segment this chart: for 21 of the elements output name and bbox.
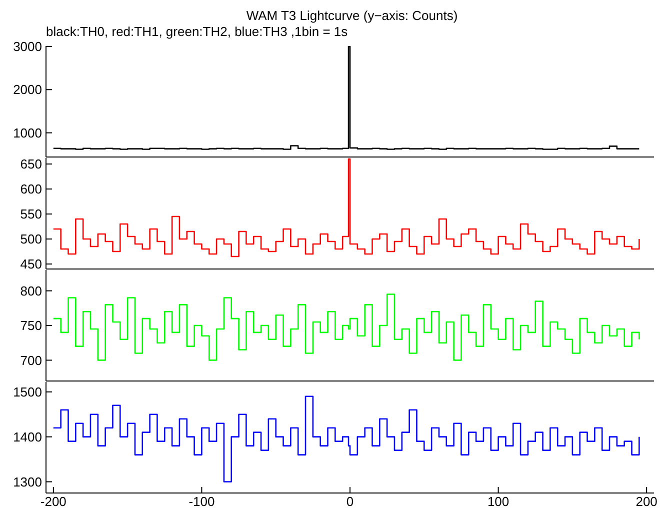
y-tick-label: 550: [20, 206, 42, 222]
y-tick-label: 1000: [13, 125, 42, 140]
y-tick-label: 600: [20, 182, 42, 197]
y-tick-label: 800: [20, 283, 42, 298]
y-tick-label: 700: [20, 352, 42, 368]
x-tick-label: 0: [346, 494, 354, 510]
y-tick-label: 650: [20, 156, 42, 172]
y-tick-label: 1500: [13, 384, 42, 400]
y-tick-label: 750: [20, 318, 42, 334]
y-tick-label: 1300: [13, 474, 42, 490]
x-tick-label: 100: [487, 494, 510, 510]
y-tick-label: 500: [20, 232, 42, 247]
y-tick-label: 1400: [13, 429, 42, 444]
y-tick-label: 3000: [13, 39, 42, 54]
y-tick-label: 2000: [13, 82, 42, 98]
chart-subtitle: black:TH0, red:TH1, green:TH2, blue:TH3 ,1bin = 1s: [46, 24, 348, 39]
y-tick-label: 450: [20, 256, 42, 272]
x-tick-label: -100: [188, 494, 215, 510]
chart-title: WAM T3 Lightcurve (y−axis: Counts): [245, 8, 459, 23]
x-tick-label: -200: [40, 494, 66, 510]
x-tick-label: 200: [636, 494, 658, 510]
